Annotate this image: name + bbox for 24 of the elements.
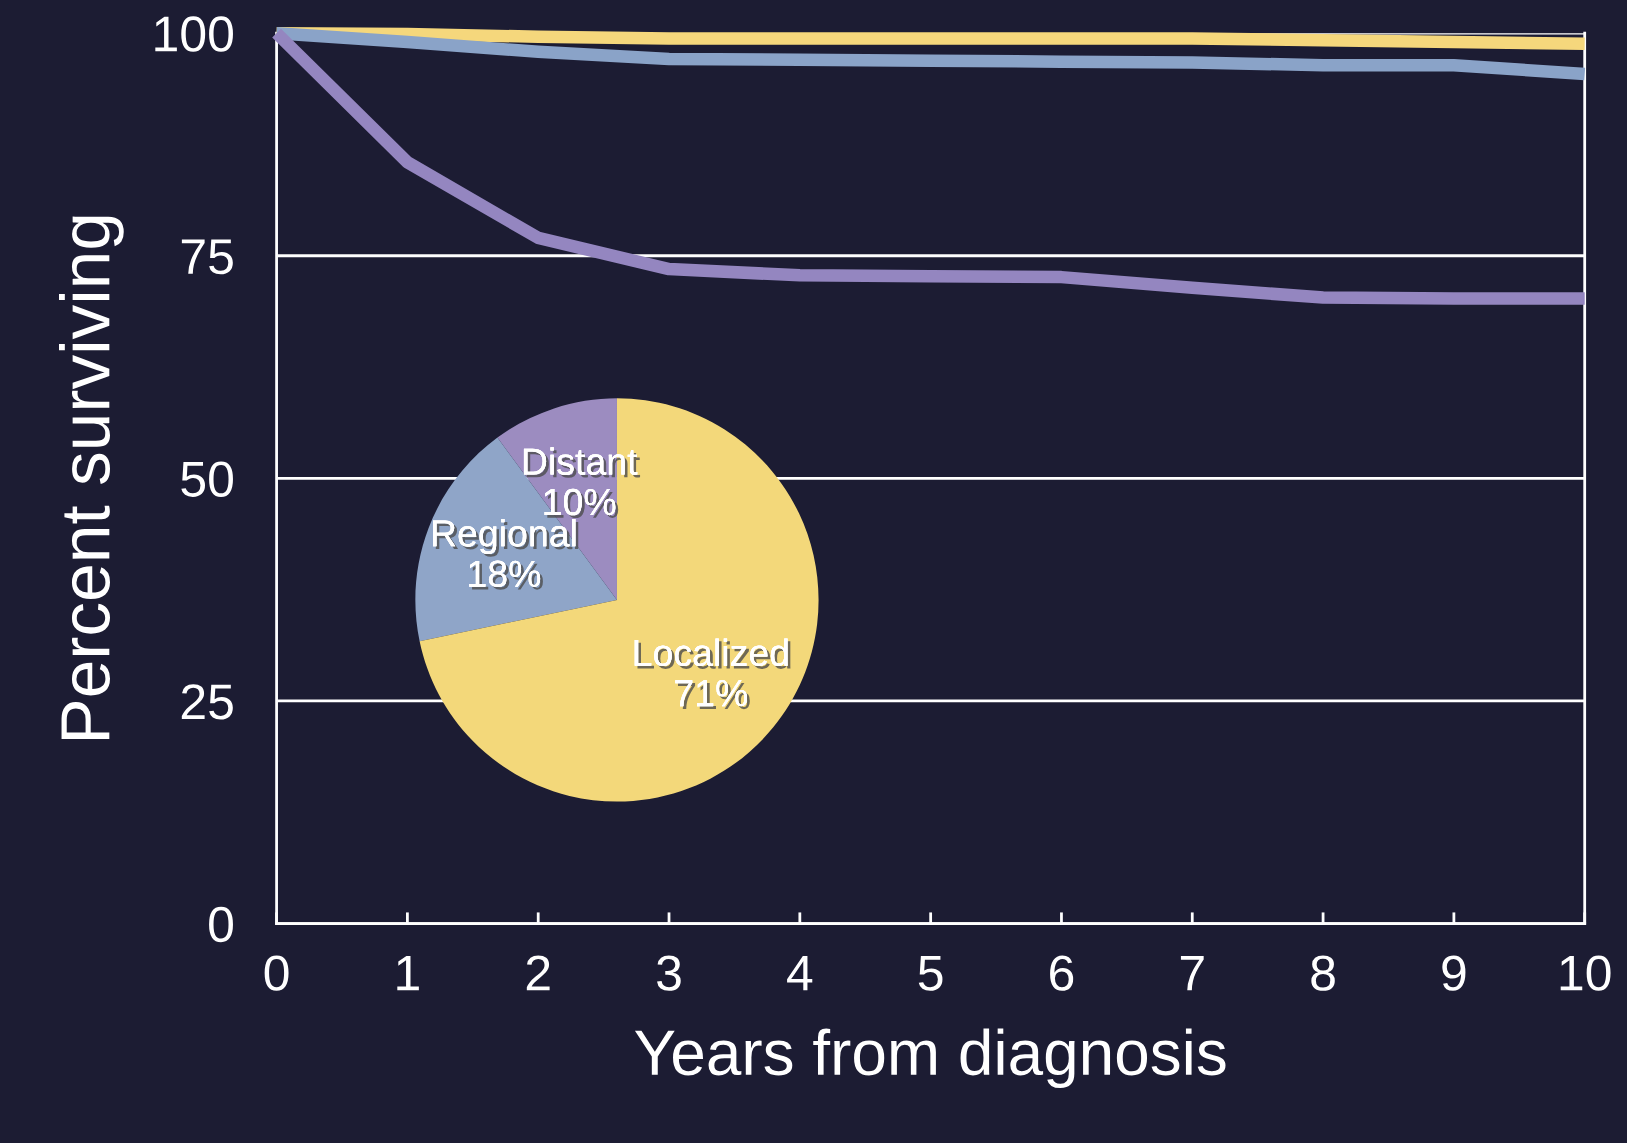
y-axis-title: Percent surviving	[59, 216, 124, 739]
y-tick-label: 100	[155, 16, 233, 52]
x-tick-label: 10	[1560, 955, 1611, 991]
x-axis-title: Years from diagnosis	[634, 1028, 1226, 1089]
x-tick-label: 6	[1050, 955, 1074, 991]
slice-label: Regional	[433, 519, 579, 557]
x-tick-label: 7	[1180, 955, 1204, 991]
x-tick-label: 5	[918, 955, 943, 991]
slice-label: Localized	[634, 638, 791, 669]
pie-slice	[419, 398, 819, 802]
x-tick-label: 4	[787, 955, 813, 991]
x-tick-label: 2	[526, 955, 550, 991]
x-tick-label: 8	[1311, 955, 1335, 991]
y-tick-label: 25	[181, 684, 233, 720]
data-label: 10%	[544, 488, 619, 519]
data-label: 71%	[675, 680, 750, 710]
y-tick-label: 50	[181, 461, 233, 497]
x-tick-label: 3	[657, 955, 681, 991]
y-tick-label: 75	[181, 239, 233, 275]
x-tick-label: 1	[397, 955, 419, 991]
data-label: 18%	[469, 560, 543, 590]
x-tick-label: 0	[264, 955, 289, 991]
y-tick-label: 0	[209, 906, 233, 943]
x-tick-label: 9	[1442, 955, 1466, 991]
